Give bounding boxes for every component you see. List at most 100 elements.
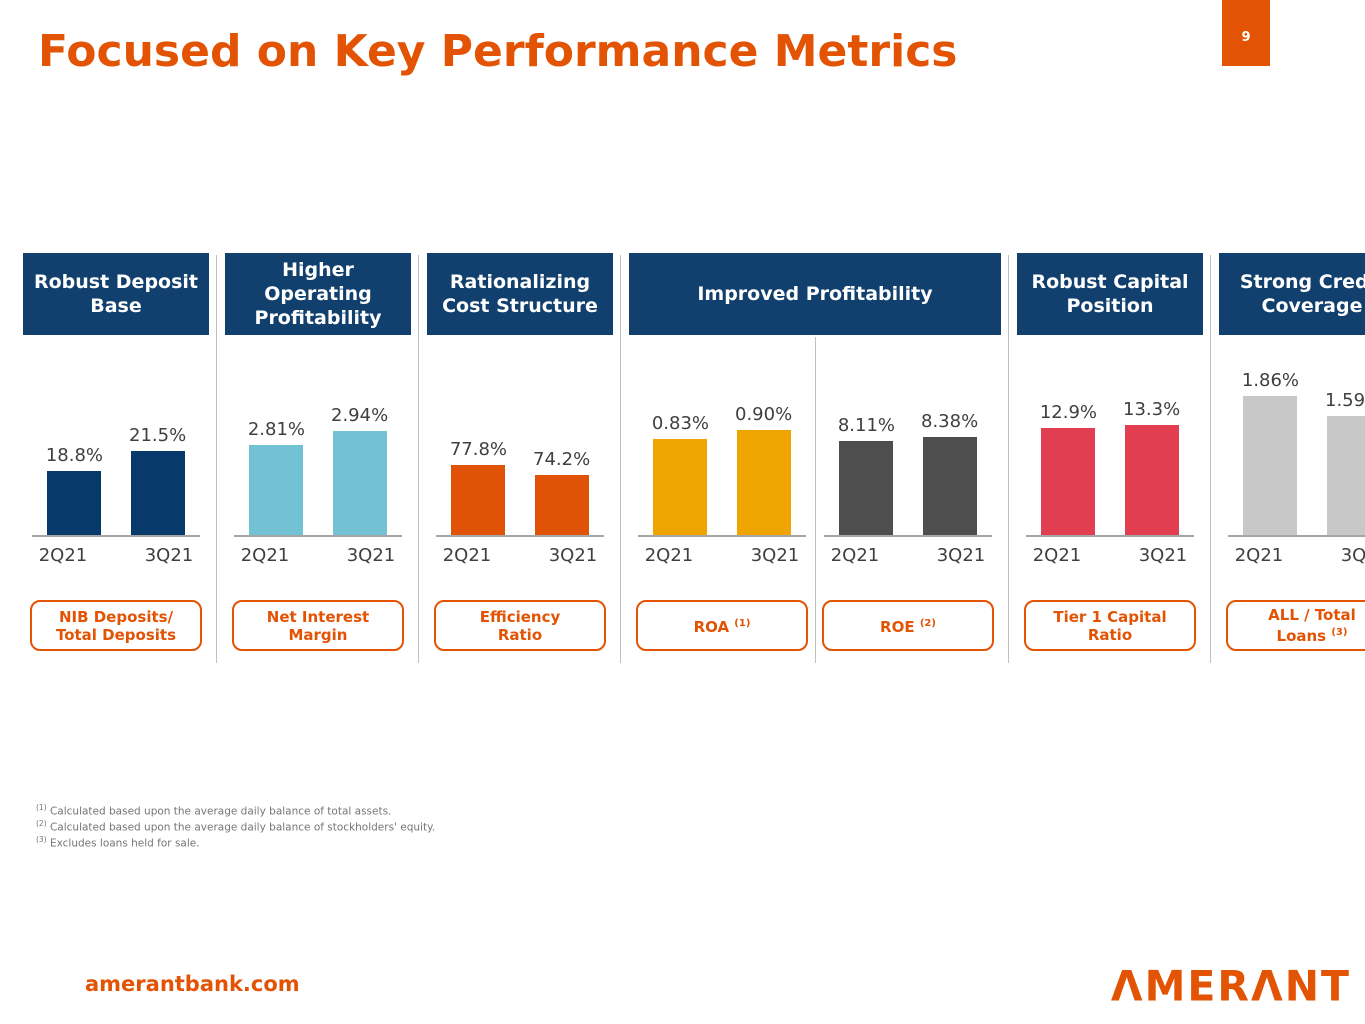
x-axis-line xyxy=(638,535,806,537)
metric-label-line: ROA (1) xyxy=(693,618,751,636)
bar-chart: 12.9% 13.3% 2Q21 3Q21 Tier 1 Capital Ratio xyxy=(1017,335,1203,651)
page-title: Focused on Key Performance Metrics xyxy=(38,26,958,77)
data-label: 18.8% xyxy=(45,445,103,466)
footnote-line: (2) Calculated based upon the average da… xyxy=(36,819,436,834)
section-header: Higher Operating Profitability xyxy=(225,253,411,335)
x-axis-labels: 2Q21 3Q21 xyxy=(23,545,209,566)
section-header: Rationalizing Cost Structure xyxy=(427,253,613,335)
x-axis-line xyxy=(1228,535,1365,537)
x-tick-label: 3Q21 xyxy=(548,545,598,566)
data-label: 1.59% xyxy=(1325,390,1365,411)
bar-column: 1.86% xyxy=(1242,370,1299,535)
page-number: 9 xyxy=(1241,29,1251,45)
metric-label-box: Efficiency Ratio xyxy=(434,600,606,651)
chart-row: 77.8% 74.2% 2Q21 3Q21 Efficiency Ratio xyxy=(427,335,613,651)
metric-label-line: Margin xyxy=(288,625,348,644)
bar-column: 18.8% xyxy=(46,445,103,535)
x-tick-label: 3Q21 xyxy=(346,545,396,566)
metric-group: Higher Operating Profitability 2.81% 2.94%… xyxy=(217,253,419,663)
bar-chart: 77.8% 74.2% 2Q21 3Q21 Efficiency Ratio xyxy=(427,335,613,651)
data-label: 12.9% xyxy=(1039,402,1097,423)
bar-chart: 0.83% 0.90% 2Q21 3Q21 ROA (1) xyxy=(629,335,815,651)
bar xyxy=(922,437,977,535)
x-axis-labels: 2Q21 3Q21 xyxy=(629,545,815,566)
x-axis-labels: 2Q21 3Q21 xyxy=(815,545,1001,566)
bar-column: 0.83% xyxy=(652,413,709,535)
metric-label-line: ROE (2) xyxy=(880,618,936,636)
metric-label-line: Total Deposits xyxy=(55,625,177,644)
plot-area: 77.8% 74.2% xyxy=(427,335,613,535)
metric-group: Robust Capital Position 12.9% 13.3% 2Q21 3Q2… xyxy=(1009,253,1211,663)
plot-area: 18.8% 21.5% xyxy=(23,335,209,535)
bar xyxy=(534,475,589,535)
section-header: Strong Credit Coverage xyxy=(1219,253,1365,335)
metric-group: Strong Credit Coverage 1.86% 1.59% 2Q21 3Q21… xyxy=(1211,253,1365,663)
metric-label-box: Tier 1 Capital Ratio xyxy=(1024,600,1196,651)
footnote-marker: (1) xyxy=(734,618,751,629)
sub-divider xyxy=(815,337,816,663)
x-axis-line xyxy=(32,535,200,537)
x-axis-line xyxy=(436,535,604,537)
bar xyxy=(1124,425,1179,535)
bar-column: 8.38% xyxy=(921,411,978,535)
x-tick-label: 2Q21 xyxy=(1032,545,1082,566)
x-axis-labels: 2Q21 3Q21 xyxy=(225,545,411,566)
data-label: 21.5% xyxy=(129,425,187,446)
metric-label-line: ALL / Total xyxy=(1268,606,1356,624)
data-label: 0.90% xyxy=(735,404,793,425)
plot-area: 1.86% 1.59% xyxy=(1219,335,1365,535)
footnote-marker: (1) xyxy=(36,803,47,812)
footnote-marker: (3) xyxy=(1331,627,1348,638)
bar xyxy=(47,471,102,535)
x-tick-label: 2Q21 xyxy=(830,545,880,566)
x-tick-label: 2Q21 xyxy=(442,545,492,566)
bar-chart: 2.81% 2.94% 2Q21 3Q21 Net Interest Margin xyxy=(225,335,411,651)
metric-label-line: NIB Deposits/ xyxy=(58,607,174,626)
website-link[interactable]: amerantbank.com xyxy=(85,972,300,996)
metric-group: Robust Deposit Base 18.8% 21.5% 2Q21 3Q21 NIB… xyxy=(15,253,217,663)
x-tick-label: 3Q21 xyxy=(936,545,986,566)
metric-label-line: Net Interest xyxy=(266,607,370,626)
charts-area: Robust Deposit Base 18.8% 21.5% 2Q21 3Q21 NIB… xyxy=(15,253,1365,663)
x-axis-line xyxy=(234,535,402,537)
x-tick-label: 3Q21 xyxy=(750,545,800,566)
x-tick-label: 2Q21 xyxy=(644,545,694,566)
footnote-line: (3) Excludes loans held for sale. xyxy=(36,835,200,850)
x-tick-label: 3Q21 xyxy=(144,545,194,566)
bar xyxy=(736,430,791,535)
bar xyxy=(839,441,894,535)
metric-group: Improved Profitability 0.83% 0.90% 2Q21 3Q21… xyxy=(621,253,1009,663)
footnote-marker: (2) xyxy=(36,819,47,828)
footnote-marker: (3) xyxy=(36,835,47,844)
page-number-badge: 9 xyxy=(1222,0,1270,66)
bar xyxy=(332,431,387,535)
chart-row: 2.81% 2.94% 2Q21 3Q21 Net Interest Margin xyxy=(225,335,411,651)
section-header: Improved Profitability xyxy=(629,253,1001,335)
data-label: 2.81% xyxy=(247,419,305,440)
plot-area: 12.9% 13.3% xyxy=(1017,335,1203,535)
bar-column: 8.11% xyxy=(838,415,895,535)
section-header: Robust Deposit Base xyxy=(23,253,209,335)
x-axis-line xyxy=(824,535,992,537)
data-label: 8.11% xyxy=(837,415,895,436)
data-label: 13.3% xyxy=(1123,399,1181,420)
chart-row: 0.83% 0.90% 2Q21 3Q21 ROA (1) 8.11% 8.38% 2Q21 3… xyxy=(629,335,1001,663)
bar-column: 2.94% xyxy=(331,405,388,535)
data-label: 1.86% xyxy=(1241,370,1299,391)
bar xyxy=(1041,428,1096,535)
bar-column: 0.90% xyxy=(735,404,792,535)
metric-label-box: Net Interest Margin xyxy=(232,600,404,651)
plot-area: 8.11% 8.38% xyxy=(815,335,1001,535)
bar xyxy=(1326,416,1365,535)
bar-chart: 18.8% 21.5% 2Q21 3Q21 NIB Deposits/Total Dep… xyxy=(23,335,209,651)
data-label: 8.38% xyxy=(921,411,979,432)
data-label: 74.2% xyxy=(533,449,591,470)
x-tick-label: 2Q21 xyxy=(1234,545,1284,566)
x-tick-label: 3Q21 xyxy=(1340,545,1365,566)
bar-chart: 8.11% 8.38% 2Q21 3Q21 ROE (2) xyxy=(815,335,1001,651)
x-axis-labels: 2Q21 3Q21 xyxy=(1219,545,1365,566)
metric-label-box: ROE (2) xyxy=(822,600,994,651)
bar xyxy=(130,451,185,535)
x-tick-label: 3Q21 xyxy=(1138,545,1188,566)
